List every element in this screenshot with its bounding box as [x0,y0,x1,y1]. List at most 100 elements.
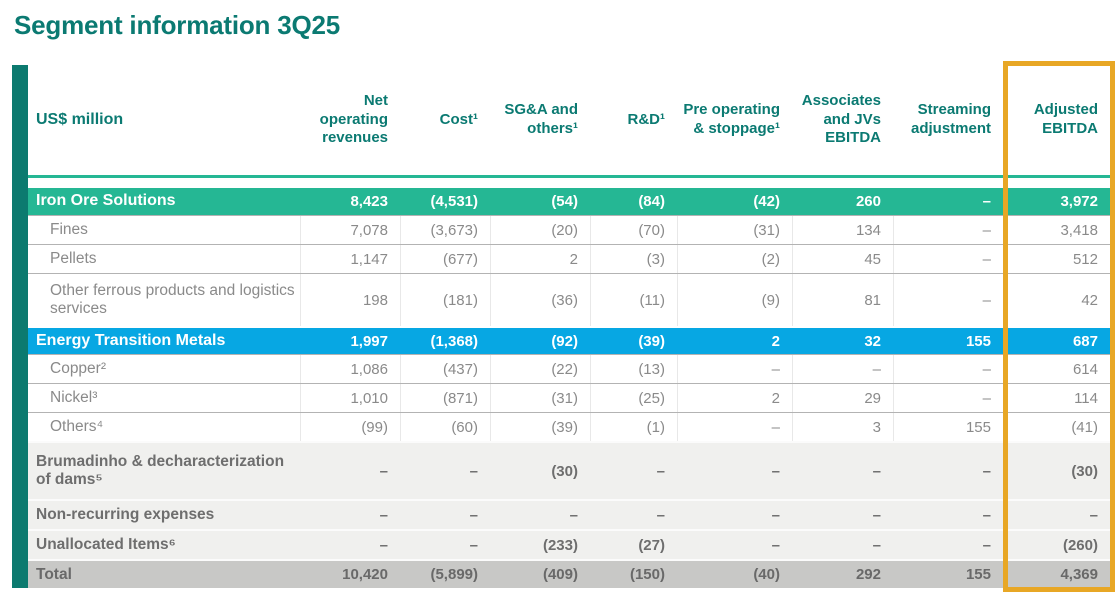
value-cell: (30) [551,462,578,480]
value-cell: (233) [542,536,578,554]
value-cell: – [677,355,792,383]
value-cell: (22) [490,355,590,383]
value-cell: (41) [1003,413,1110,441]
table-row: Pellets 1,147 (677) 2 (3) (2) 45–512 [28,244,1110,273]
value-cell: 3,418 [1003,216,1110,244]
table-header-row: US$ million Net operating revenues Cost¹ SG… [28,65,1110,175]
value-cell: 260 [855,193,881,210]
value-cell: 114 [1003,384,1110,412]
value-cell: 155 [893,413,1003,441]
value-cell: – [379,536,388,554]
row-label: Brumadinho & decharacterization of dams⁵ [36,453,285,488]
value-cell: (437) [400,355,490,383]
value-cell: (30) [1071,462,1098,480]
value-cell: 29 [792,384,893,412]
value-cell: – [872,536,881,554]
value-cell: 32 [864,332,881,350]
row-label: Other ferrous products and logistics ser… [50,282,295,317]
value-cell: (42) [753,193,780,210]
value-cell: (54) [551,193,578,210]
value-cell: (871) [400,384,490,412]
value-cell: 45 [792,245,893,273]
value-cell: 81 [792,274,893,326]
value-cell: – [982,462,991,480]
value-cell: 2 [490,245,590,273]
table-row: Others⁴ (99) (60) (39) (1) –3 155 (41) [28,412,1110,441]
row-label: Energy Transition Metals [36,331,226,349]
value-cell: (39) [638,332,665,350]
value-cell: (40) [753,566,780,583]
value-cell: (9) [677,274,792,326]
value-cell: – [982,506,991,524]
value-cell: (39) [490,413,590,441]
table-row: Other ferrous products and logistics ser… [28,273,1110,326]
table-row: Unallocated Items⁶ – – (233) (27) – – – (260) [28,529,1110,559]
value-cell: (84) [638,193,665,210]
value-cell: 2 [677,384,792,412]
value-cell: – [872,506,881,524]
value-cell: (92) [551,332,578,350]
table-row: Non-recurring expenses – – – – – – – – [28,499,1110,529]
value-cell: (31) [490,384,590,412]
value-cell: 10,420 [342,566,388,583]
value-cell: 512 [1003,245,1110,273]
value-cell: (181) [400,274,490,326]
table-grid: US$ million Net operating revenues Cost¹ SG… [28,65,1110,588]
value-cell: 687 [1072,332,1098,350]
value-cell: 1,010 [300,384,400,412]
value-cell: – [469,506,478,524]
value-cell: 42 [1003,274,1110,326]
row-label: Pellets [50,250,97,268]
value-cell: (3,673) [400,216,490,244]
value-cell: (2) [677,245,792,273]
value-cell: – [469,462,478,480]
value-cell: 3 [792,413,893,441]
value-cell: (5,899) [430,566,478,583]
value-cell: (36) [490,274,590,326]
column-header: R&D¹ [627,110,666,128]
value-cell: 8,423 [350,193,388,210]
row-label: Unallocated Items⁶ [36,536,176,554]
value-cell: – [893,274,1003,326]
value-cell: – [379,462,388,480]
value-cell: 155 [965,566,991,583]
value-cell: (1,368) [430,332,478,350]
value-cell: – [1089,506,1098,524]
value-cell: – [872,462,881,480]
value-cell: – [656,506,665,524]
value-cell: (11) [590,274,677,326]
table-row: Copper² 1,086 (437) (22) (13) – – –614 [28,354,1110,383]
header-divider [28,175,1110,178]
value-cell: (677) [400,245,490,273]
unit-label: US$ million [36,110,124,128]
row-label: Non-recurring expenses [36,506,215,524]
value-cell: – [893,384,1003,412]
left-accent-bar [12,65,28,588]
value-cell: (260) [1062,536,1098,554]
value-cell: (20) [490,216,590,244]
value-cell: 198 [300,274,400,326]
value-cell: 1,997 [350,332,388,350]
value-cell: (99) [300,413,400,441]
row-label: Total [36,565,72,583]
value-cell: – [771,536,780,554]
row-label: Copper² [50,360,106,378]
value-cell: (13) [590,355,677,383]
column-header: Associates and JVs EBITDA [801,91,881,147]
value-cell: (4,531) [430,193,478,210]
value-cell: 2 [771,332,780,350]
value-cell: 1,147 [300,245,400,273]
value-cell: – [893,355,1003,383]
column-header: Net operating revenues [319,91,388,147]
value-cell: (60) [400,413,490,441]
table-row: Total 10,420 (5,899) (409) (150) (40) 292 155 4,… [28,559,1110,588]
value-cell: – [982,536,991,554]
value-cell: (150) [629,566,665,583]
value-cell: – [893,245,1003,273]
value-cell: 155 [965,332,991,350]
value-cell: – [893,216,1003,244]
value-cell: 614 [1003,355,1110,383]
value-cell: – [656,462,665,480]
table-row: Fines 7,078 (3,673) (20) (70) (31) 134–3,418 [28,215,1110,244]
value-cell: 3,972 [1060,193,1098,210]
